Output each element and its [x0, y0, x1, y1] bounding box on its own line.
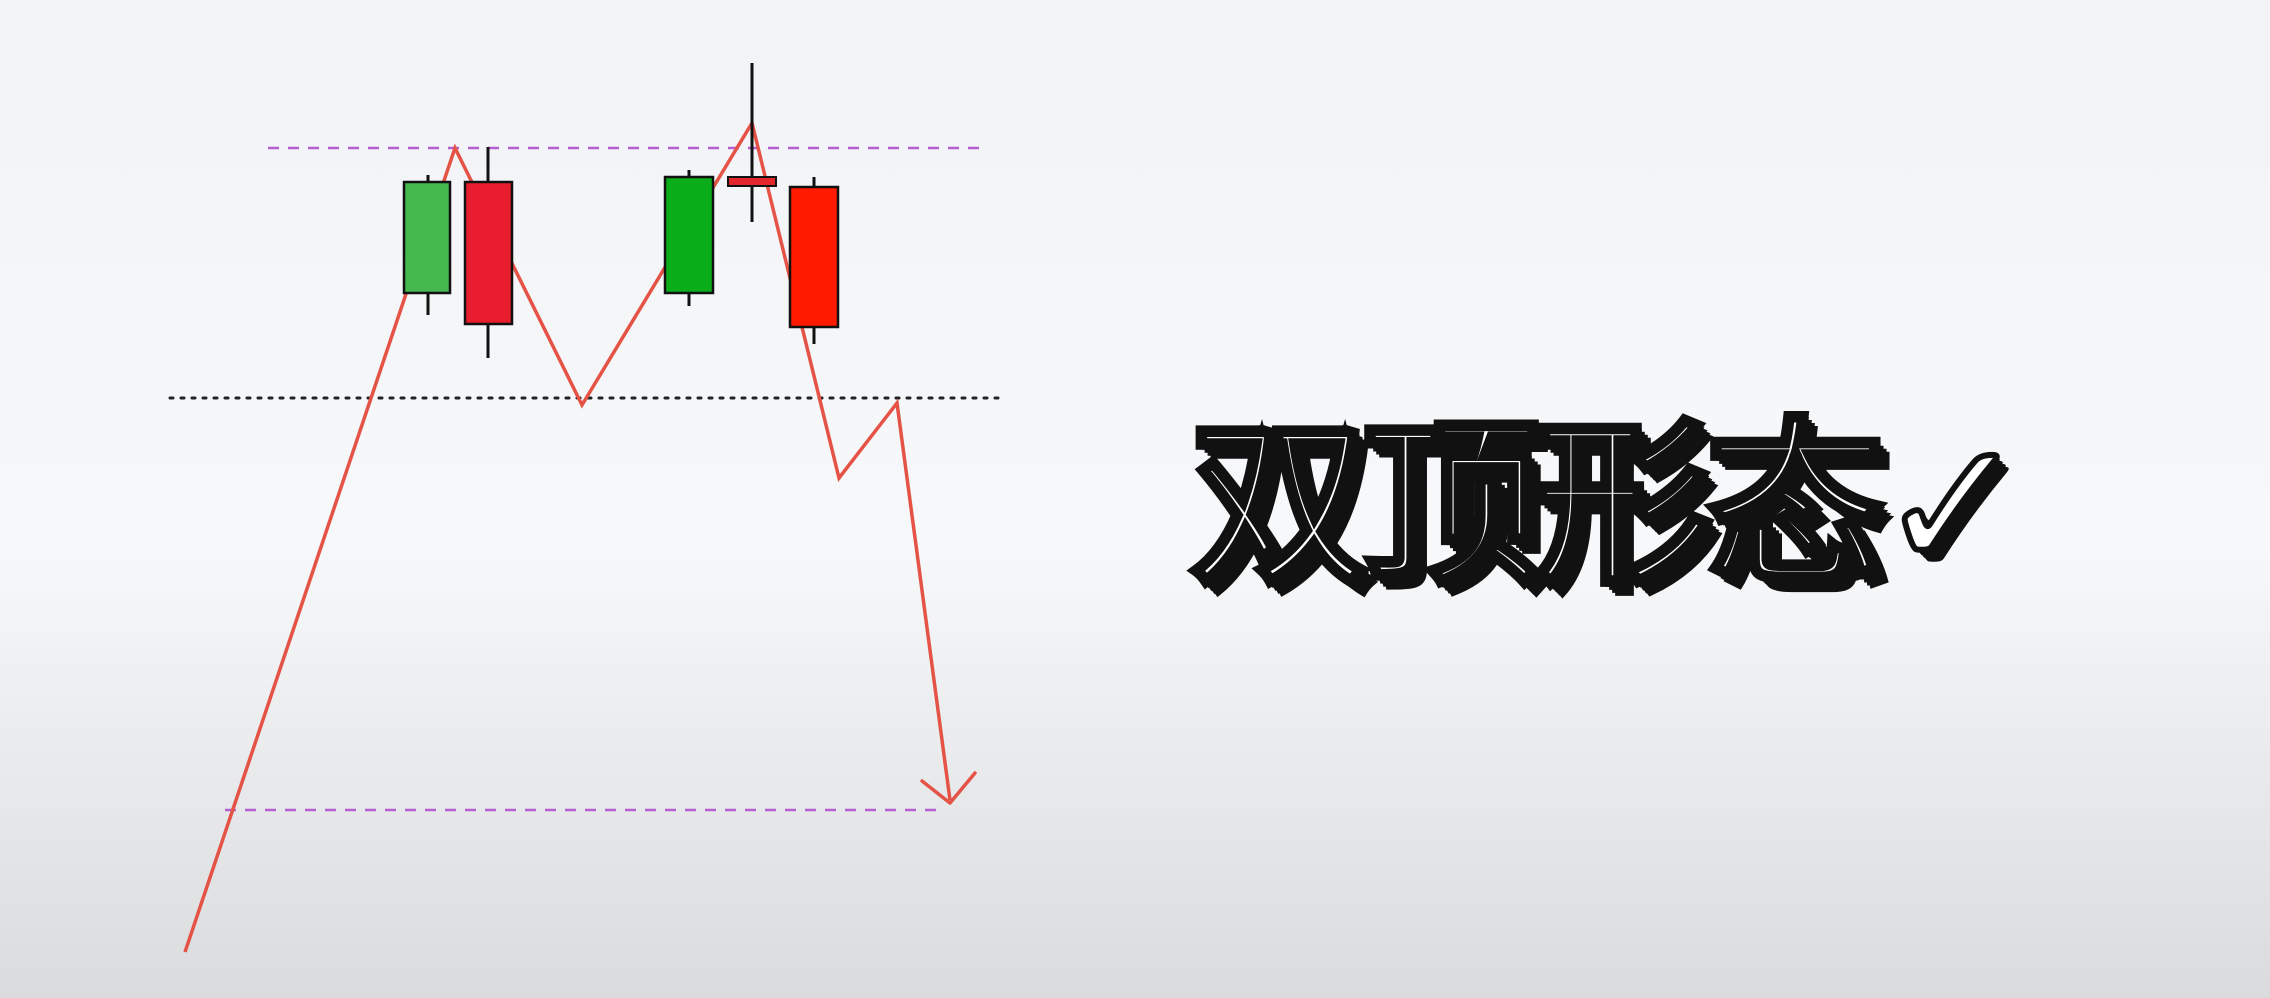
- down-arrow-icon: [920, 771, 977, 805]
- candle-bullish-1: [402, 175, 452, 315]
- candle-bullish-3: [663, 170, 715, 306]
- candle-doji-4: [727, 63, 777, 222]
- pattern-title: 双顶形态✓: [1187, 399, 2030, 612]
- candle-bearish-5: [788, 177, 840, 344]
- candle-bearish-2: [463, 147, 514, 358]
